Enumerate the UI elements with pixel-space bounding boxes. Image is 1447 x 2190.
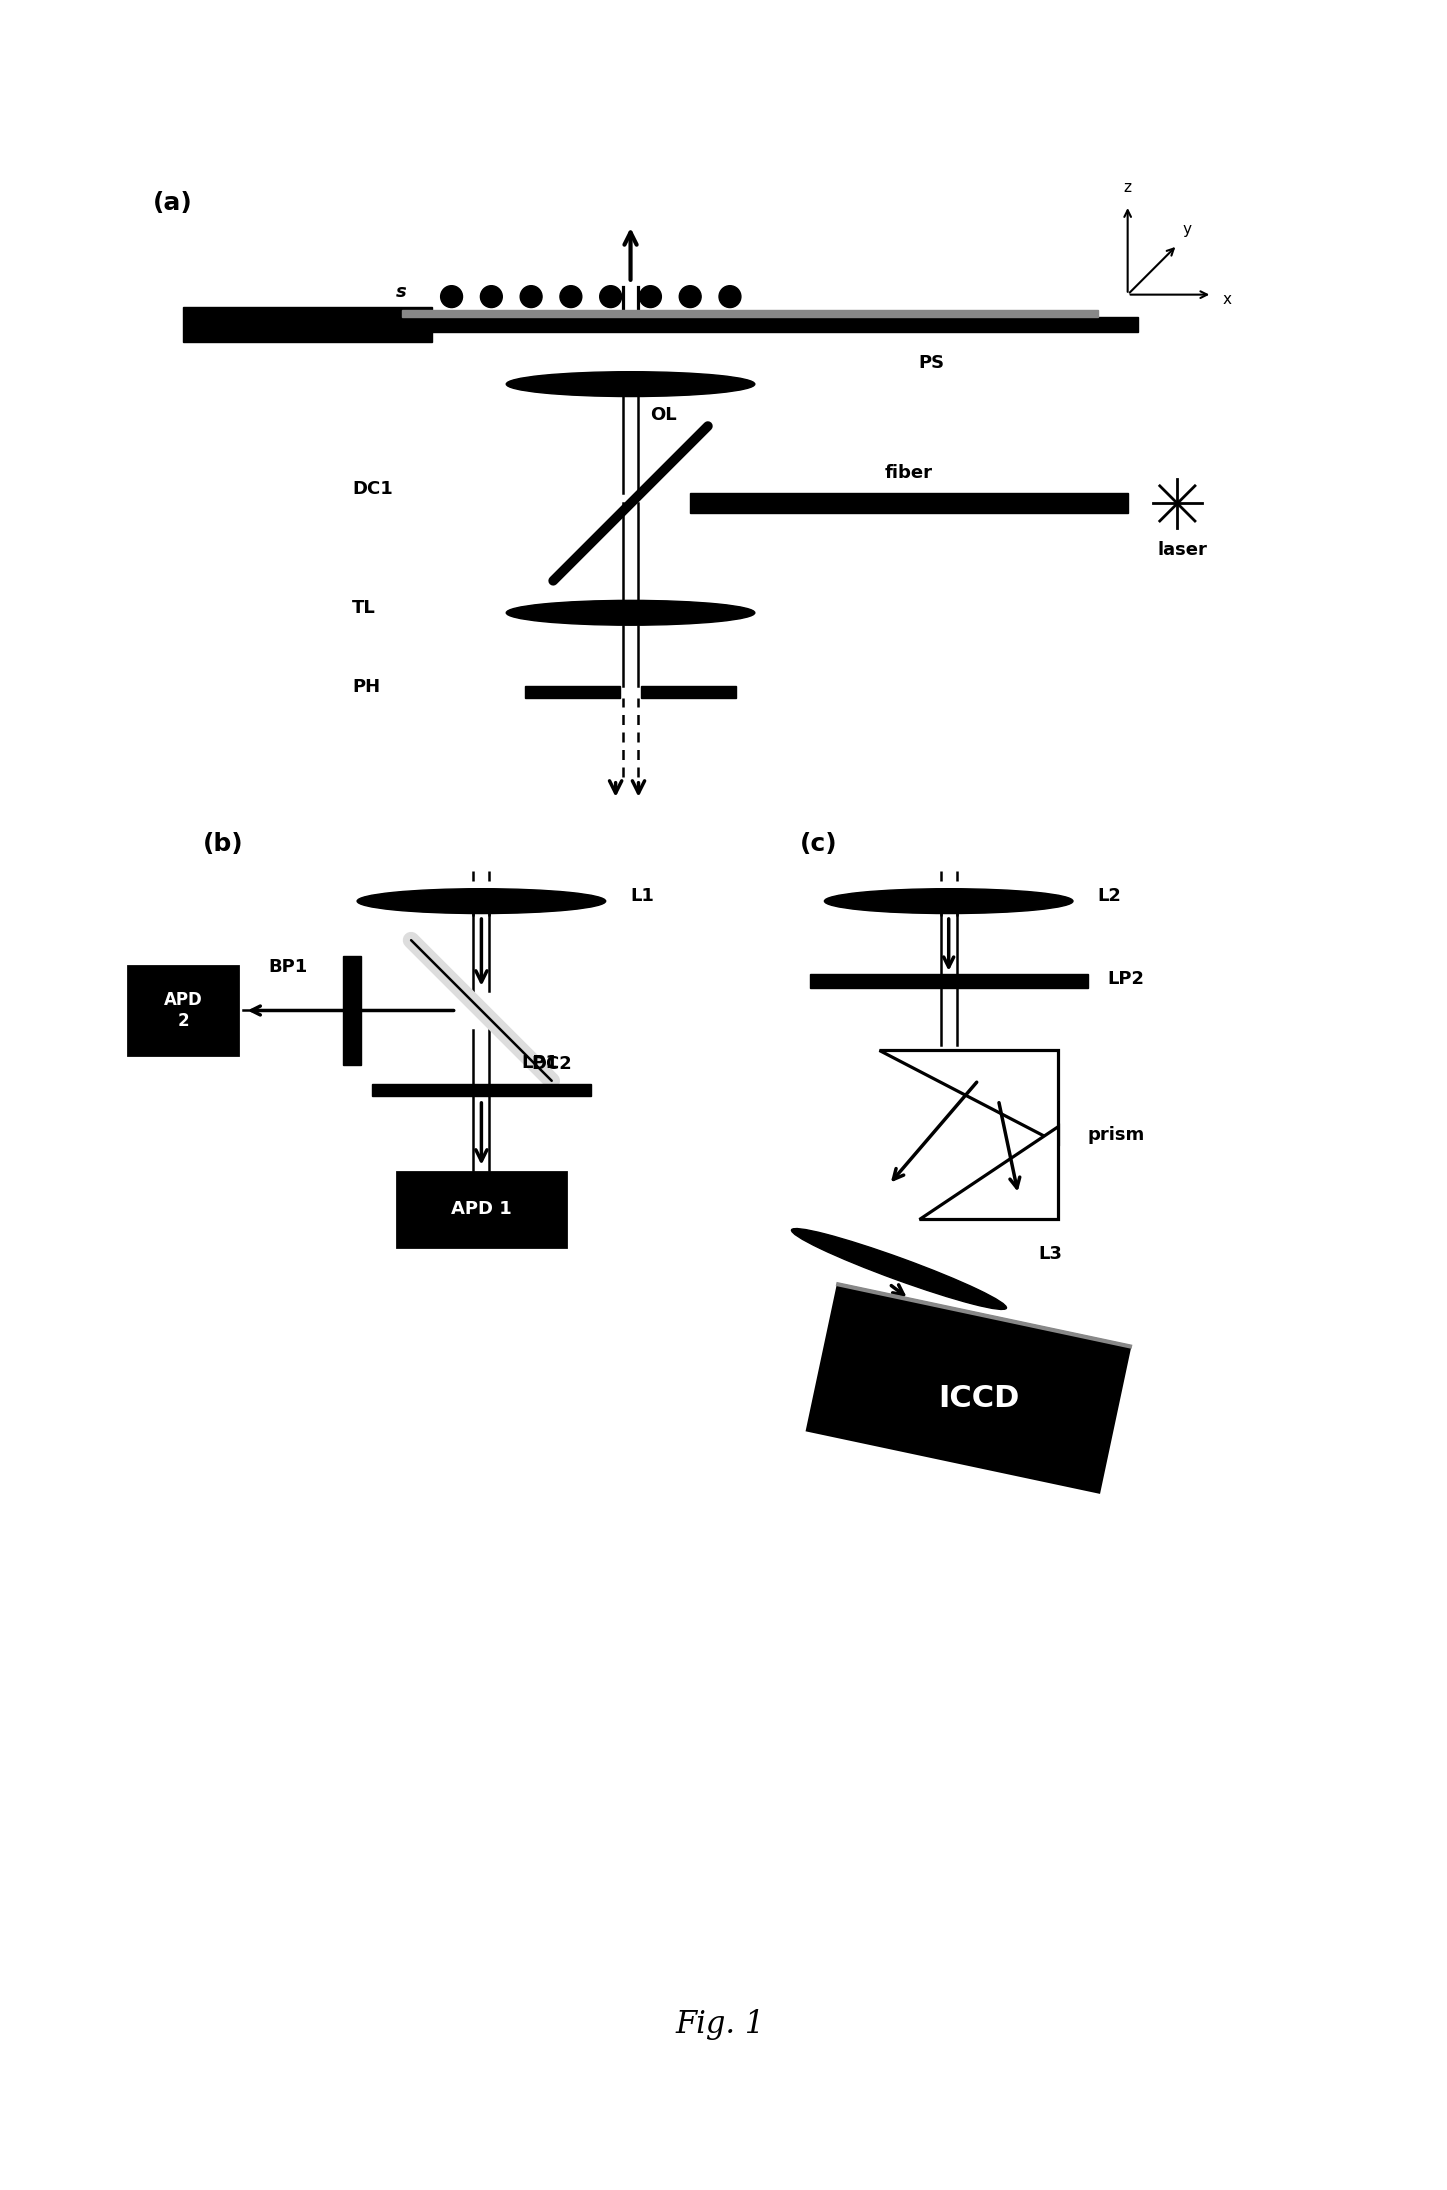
Circle shape	[599, 285, 622, 307]
Circle shape	[719, 285, 741, 307]
Text: laser: laser	[1158, 541, 1207, 558]
Text: LP1: LP1	[521, 1053, 559, 1073]
Text: y: y	[1182, 221, 1191, 237]
Circle shape	[480, 285, 502, 307]
Text: LP2: LP2	[1108, 970, 1145, 988]
Bar	[641, 685, 737, 699]
Text: PS: PS	[919, 355, 945, 372]
Text: L2: L2	[1098, 887, 1121, 904]
Ellipse shape	[357, 889, 606, 913]
Bar	[282, 318, 1137, 333]
Ellipse shape	[825, 889, 1074, 913]
Bar	[343, 955, 362, 1064]
Circle shape	[679, 285, 702, 307]
Circle shape	[519, 285, 543, 307]
Circle shape	[560, 285, 582, 307]
Text: Fig. 1: Fig. 1	[676, 2008, 764, 2041]
Text: s: s	[396, 283, 407, 300]
Text: DC1: DC1	[352, 480, 394, 497]
Text: TL: TL	[352, 598, 376, 618]
Text: APD 1: APD 1	[451, 1200, 512, 1218]
Bar	[809, 975, 1088, 988]
Text: BP1: BP1	[268, 957, 307, 977]
Text: prism: prism	[1088, 1126, 1145, 1143]
Text: DC2: DC2	[531, 1056, 572, 1073]
Bar	[402, 309, 1098, 318]
Polygon shape	[919, 1126, 1058, 1220]
Text: x: x	[1223, 291, 1231, 307]
Ellipse shape	[506, 372, 755, 396]
Text: z: z	[1124, 180, 1132, 195]
Polygon shape	[880, 1051, 1058, 1143]
Text: (a): (a)	[153, 191, 192, 215]
Circle shape	[640, 285, 661, 307]
Text: fiber: fiber	[886, 464, 933, 482]
Text: (c): (c)	[800, 832, 838, 856]
Text: ICCD: ICCD	[938, 1384, 1019, 1413]
Ellipse shape	[792, 1229, 1007, 1310]
Ellipse shape	[506, 600, 755, 624]
Text: PH: PH	[352, 679, 381, 696]
FancyBboxPatch shape	[396, 1172, 566, 1246]
Bar	[372, 1084, 590, 1095]
Text: OL: OL	[650, 405, 677, 425]
Text: (b): (b)	[203, 832, 243, 856]
Bar	[184, 307, 431, 342]
Bar	[690, 493, 1127, 512]
FancyBboxPatch shape	[129, 966, 237, 1056]
Text: APD
2: APD 2	[164, 992, 203, 1029]
Text: L1: L1	[631, 887, 654, 904]
Bar	[525, 685, 619, 699]
Circle shape	[441, 285, 463, 307]
Polygon shape	[807, 1283, 1130, 1491]
Text: L3: L3	[1037, 1246, 1062, 1264]
